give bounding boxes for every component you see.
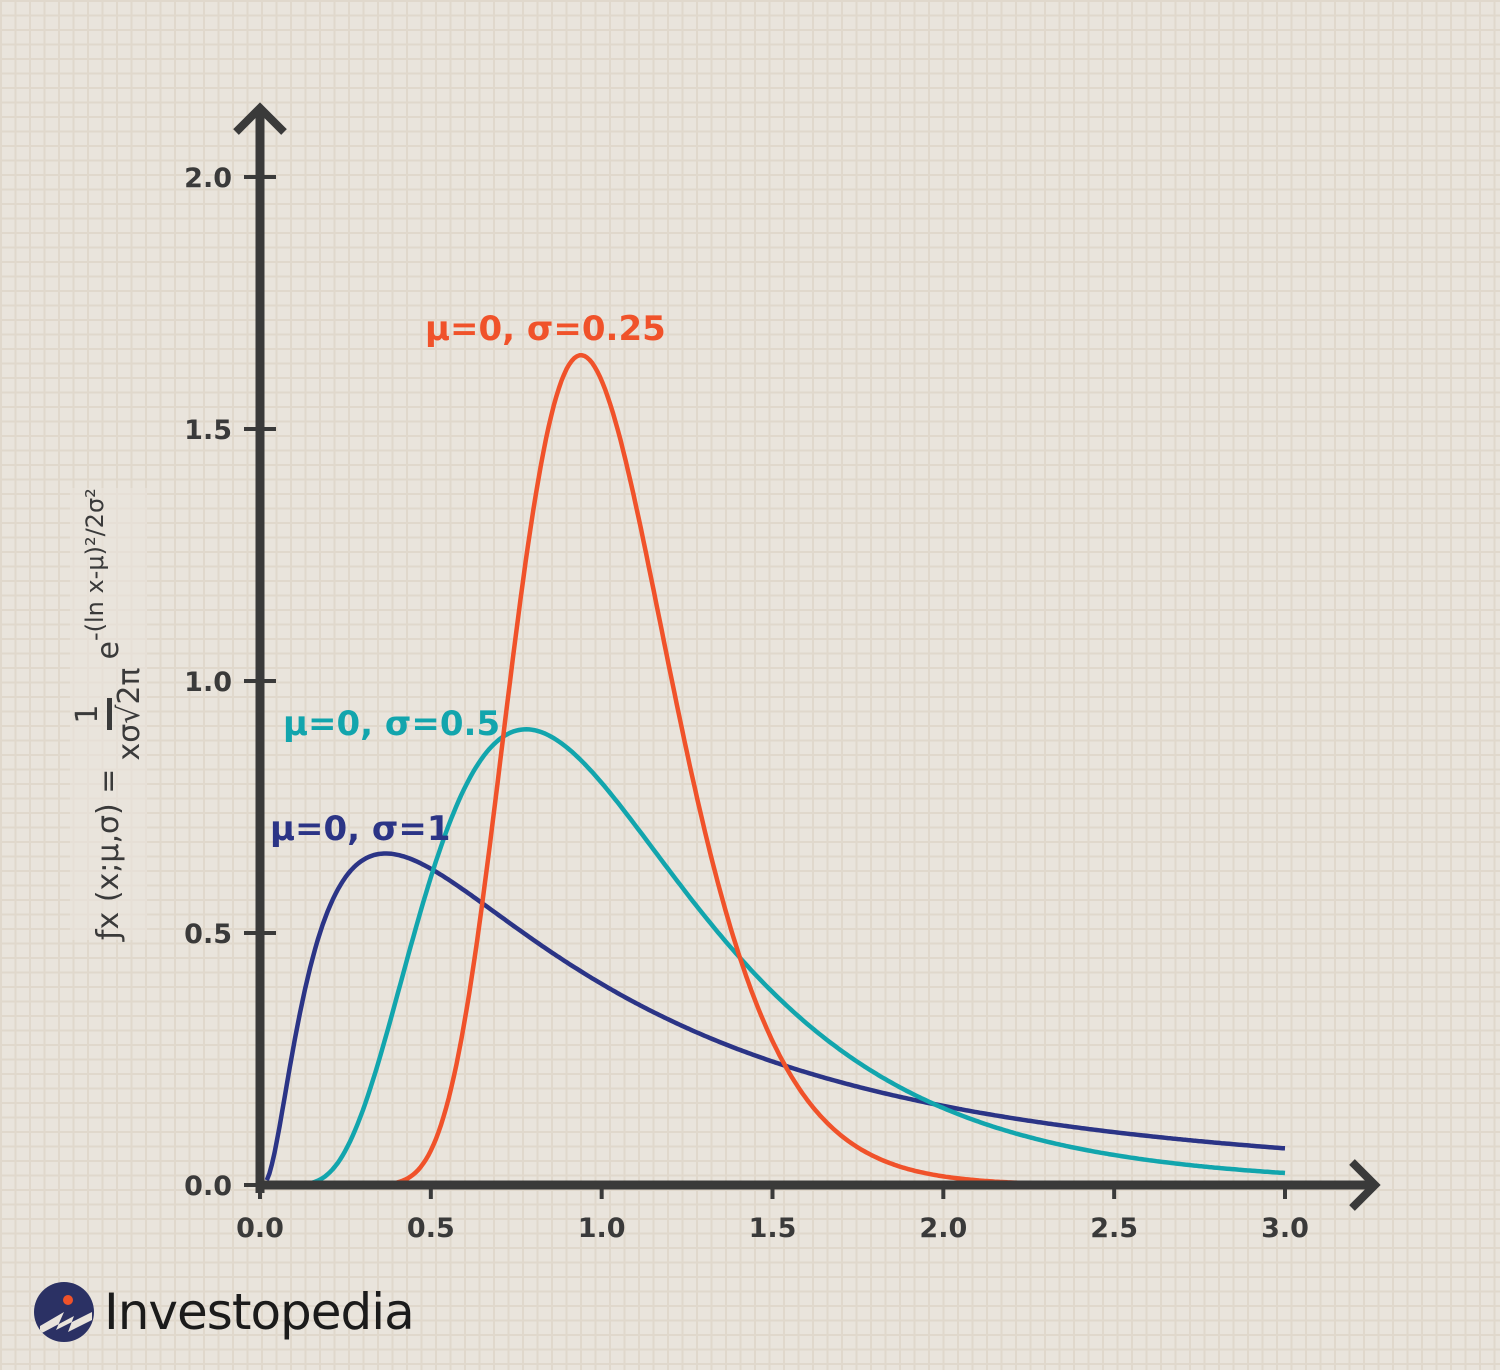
x-tick-label: 0.0 <box>236 1213 284 1244</box>
x-tick-label: 2.0 <box>919 1213 967 1244</box>
y-axis-formula: ƒx (x;μ,σ) = 1 xσ√2π e -(ln x-μ)²/2σ² <box>70 488 147 940</box>
x-axis-arrow <box>1349 1159 1381 1211</box>
x-tick-label: 0.5 <box>407 1213 455 1244</box>
y-tick-label: 2.0 <box>184 163 232 194</box>
formula-numerator: 1 <box>70 698 112 730</box>
investopedia-logo: Investopedia <box>34 1282 415 1342</box>
formula-fraction: 1 xσ√2π <box>70 668 147 761</box>
x-tick-label: 3.0 <box>1261 1213 1309 1244</box>
y-axis-arrow <box>233 102 287 135</box>
y-tick-label: 1.5 <box>184 415 232 446</box>
formula-exponent: -(ln x-μ)²/2σ² <box>80 488 109 642</box>
series-line-sigma-0.5 <box>277 727 1286 1188</box>
y-tick-label: 1.0 <box>184 667 232 698</box>
series-label: μ=0, σ=0.5 <box>283 704 500 744</box>
series-label: μ=0, σ=1 <box>270 809 451 849</box>
formula-base: e <box>91 641 126 660</box>
formula-lhs: ƒx (x;μ,σ) = <box>91 768 126 940</box>
series-line-sigma-1 <box>264 851 1286 1182</box>
series-label: μ=0, σ=0.25 <box>425 309 666 349</box>
series-line-sigma-0.25 <box>277 353 1303 1188</box>
logo-text: Investopedia <box>104 1283 415 1341</box>
logo-mark-icon <box>34 1282 94 1342</box>
y-tick-label: 0.0 <box>184 1171 232 1202</box>
x-tick-label: 1.5 <box>749 1213 797 1244</box>
formula-denominator: xσ√2π <box>112 667 147 761</box>
x-tick-label: 2.5 <box>1090 1213 1138 1244</box>
y-tick-label: 0.5 <box>184 919 232 950</box>
x-tick-label: 1.0 <box>578 1213 626 1244</box>
